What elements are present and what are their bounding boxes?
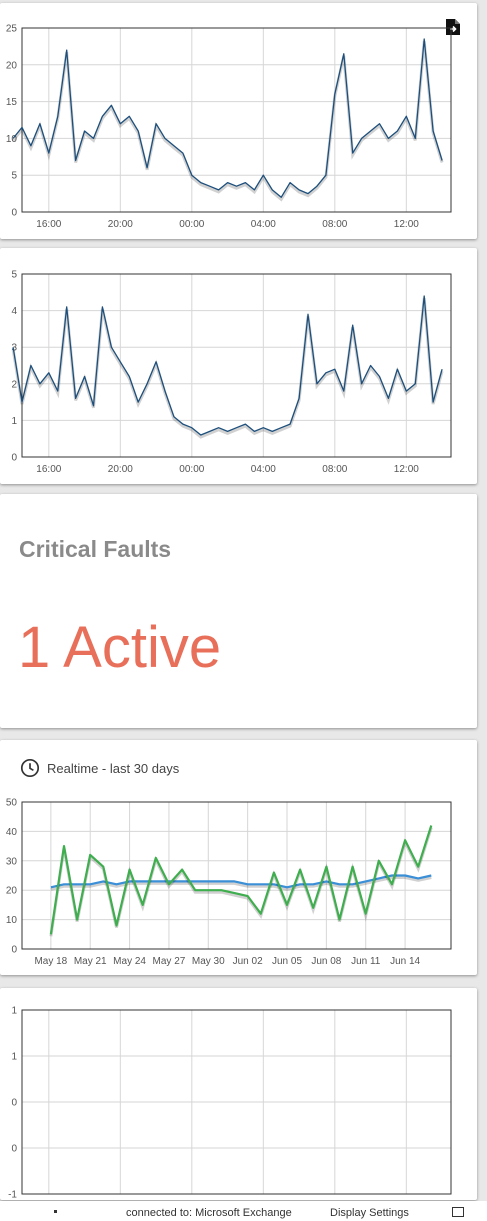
- realtime-line-chart: 0 10 20 30 40 50 May 18 May 21 May 24 May 27 May 3…: [6, 798, 452, 967]
- x-tick-label: May 30: [192, 956, 225, 967]
- taskbar-window-icon[interactable]: [452, 1207, 464, 1217]
- x-tick-label: 12:00: [394, 464, 419, 475]
- x-tick-label: 00:00: [179, 464, 204, 475]
- x-tick-label: May 24: [113, 956, 146, 967]
- clock-icon: [20, 758, 40, 778]
- y-tick-label: -1: [8, 1190, 17, 1201]
- x-tick-label: 20:00: [108, 464, 133, 475]
- series-line-1: [50, 874, 432, 889]
- series-line-1: [12, 38, 443, 198]
- series-line-2: [49, 825, 433, 935]
- x-tick-label: Jun 02: [233, 956, 263, 967]
- x-tick-label: Jun 05: [272, 956, 302, 967]
- x-tick-label: 16:00: [36, 219, 61, 230]
- y-tick-label: 20: [6, 60, 18, 71]
- critical-faults-title: Critical Faults: [19, 536, 172, 562]
- x-tick-label: May 27: [153, 956, 186, 967]
- y-tick-label: 3: [11, 343, 17, 354]
- critical-faults-count: 1 Active: [18, 615, 222, 680]
- taskbar: connected to: Microsoft Exchange Display…: [0, 1201, 487, 1221]
- taskbar-connection-status[interactable]: connected to: Microsoft Exchange: [126, 1207, 292, 1219]
- plot-frame: [21, 27, 452, 213]
- y-tick-label: 40: [6, 827, 18, 838]
- taskbar-dot-icon: [54, 1210, 57, 1213]
- realtime-chart-card: Realtime - last 30 days 0 10 20 30 40 50 May 1…: [0, 740, 477, 975]
- y-tick-label: 0: [11, 208, 17, 219]
- y-tick-label: 0: [11, 453, 17, 464]
- critical-faults-card[interactable]: Critical Faults 1 Active: [0, 494, 477, 728]
- y-tick-label: 4: [11, 306, 17, 317]
- plot-frame: [21, 1009, 452, 1195]
- y-tick-label: 0: [11, 1144, 17, 1155]
- taskbar-display-settings[interactable]: Display Settings: [330, 1207, 409, 1219]
- y-tick-label: 5: [11, 270, 17, 281]
- x-tick-label: 08:00: [322, 219, 347, 230]
- y-tick-label: 0: [11, 945, 17, 956]
- x-tick-label: 04:00: [251, 219, 276, 230]
- series-line-1: [12, 295, 443, 436]
- y-tick-label: 5: [11, 171, 17, 182]
- y-tick-label: 25: [6, 24, 18, 35]
- series-shadow: [50, 876, 432, 891]
- y-tick-label: 50: [6, 798, 18, 809]
- x-tick-label: 00:00: [179, 219, 204, 230]
- y-tick-label: 1: [11, 416, 17, 427]
- y-tick-label: 1: [11, 1006, 17, 1017]
- y-tick-label: 10: [6, 915, 18, 926]
- y-tick-label: 10: [6, 134, 18, 145]
- x-tick-label: Jun 14: [390, 956, 420, 967]
- chart-card-1: 0 5 10 15 20 25 16:00 20:00 00:00 04:00 08:00 12:00: [0, 3, 477, 239]
- grid-lines: [22, 27, 451, 213]
- grid-lines: [22, 273, 451, 458]
- x-tick-label: 04:00: [251, 464, 276, 475]
- y-tick-label: 20: [6, 886, 18, 897]
- line-chart-2: 0 1 2 3 4 5 16:00 20:00 00:00 04:00 08:00 12:00: [11, 270, 452, 475]
- x-tick-label: 12:00: [394, 219, 419, 230]
- y-tick-label: 2: [11, 379, 17, 390]
- x-tick-label: May 18: [34, 956, 67, 967]
- grid-lines: [22, 1009, 451, 1195]
- x-tick-label: 20:00: [108, 219, 133, 230]
- line-chart-1: 0 5 10 15 20 25 16:00 20:00 00:00 04:00 08:00 12:00: [6, 24, 452, 230]
- y-tick-label: 0: [11, 1098, 17, 1109]
- x-tick-label: Jun 11: [351, 956, 381, 967]
- x-tick-label: 16:00: [36, 464, 61, 475]
- realtime-label: Realtime - last 30 days: [47, 760, 180, 776]
- y-tick-label: 1: [11, 1052, 17, 1063]
- y-tick-label: 30: [6, 856, 18, 867]
- series-shadow: [11, 297, 444, 439]
- plot-frame: [21, 273, 452, 458]
- chart-card-2: 0 1 2 3 4 5 16:00 20:00 00:00 04:00 08:00 12:00: [0, 248, 477, 484]
- plot-frame: [21, 801, 452, 950]
- x-tick-label: May 21: [74, 956, 107, 967]
- y-tick-label: 15: [6, 97, 18, 108]
- x-tick-label: 08:00: [322, 464, 347, 475]
- x-tick-label: Jun 08: [311, 956, 341, 967]
- realtime-header[interactable]: Realtime - last 30 days: [20, 758, 179, 778]
